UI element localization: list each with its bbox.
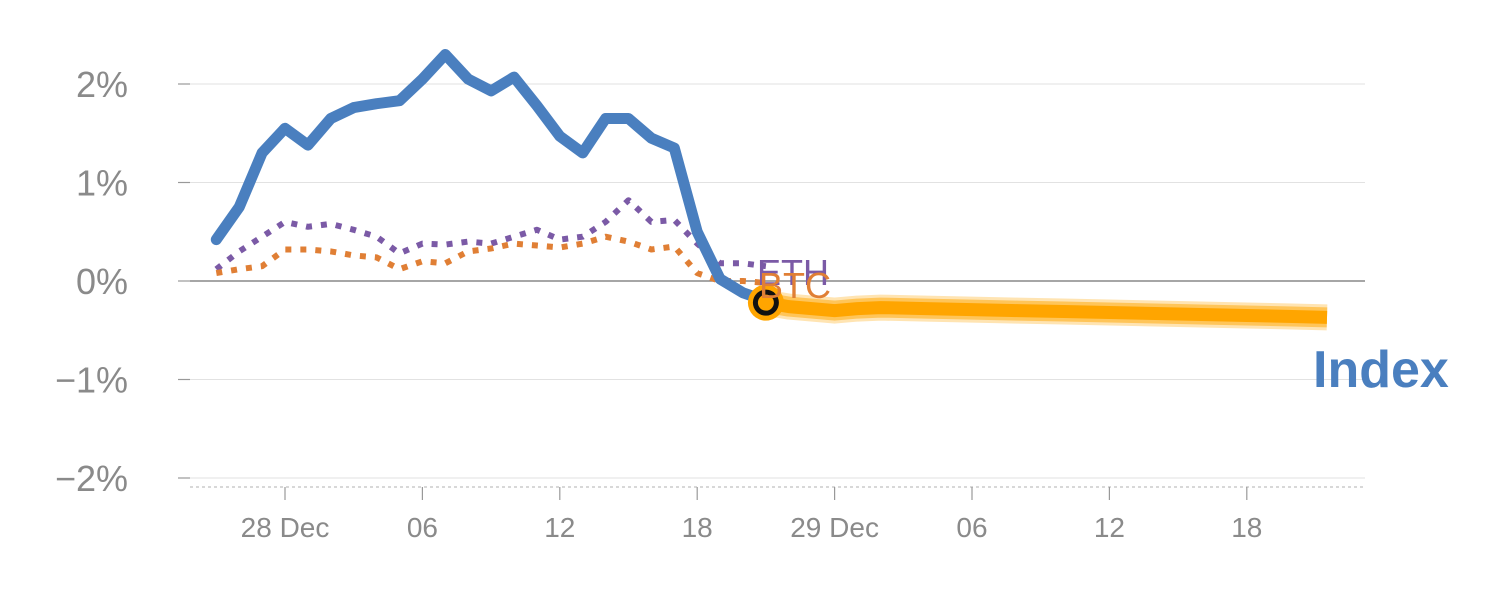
x-tick-label: 12 — [544, 512, 575, 543]
series-line-eth — [214, 197, 767, 272]
x-tick-label: 18 — [682, 512, 713, 543]
y-tick-label: 0% — [76, 261, 128, 302]
x-tick-label: 06 — [956, 512, 987, 543]
series-line-btc — [215, 233, 767, 286]
x-tick-label: 29 Dec — [790, 512, 879, 543]
y-tick-label: 1% — [76, 163, 128, 204]
series-lines — [210, 49, 1328, 331]
series-label-btc: BTC — [759, 265, 831, 306]
y-tick-label: −2% — [55, 458, 128, 499]
y-tick-label: 2% — [76, 64, 128, 105]
x-tick-label: 18 — [1231, 512, 1262, 543]
x-tick-label: 28 Dec — [241, 512, 330, 543]
x-tick-label: 12 — [1094, 512, 1125, 543]
series-label-index: Index — [1313, 341, 1449, 399]
y-tick-label: −1% — [55, 360, 128, 401]
x-tick-label: 06 — [407, 512, 438, 543]
grid-lines — [190, 83, 1365, 479]
forecast-line — [764, 296, 1328, 324]
current-point-marker-ring — [752, 289, 779, 316]
series-line-index — [210, 49, 772, 307]
axes: 2% 1% 0% −1% −2% 28 Dec 06 12 18 29 Dec 06 12 18 — [55, 64, 1365, 543]
series-label-eth: ETH — [757, 252, 829, 293]
